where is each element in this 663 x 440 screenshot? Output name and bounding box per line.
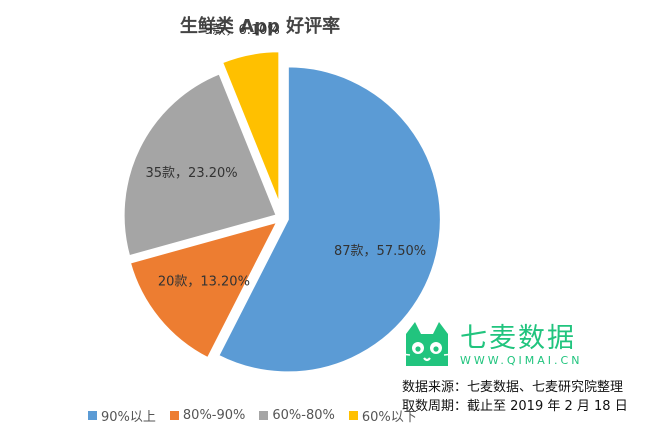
legend-label: 80%-90%	[182, 408, 246, 423]
pie-slice	[122, 72, 278, 258]
period-line: 取数周期：截止至 2019 年 2 月 18 日	[402, 399, 628, 414]
legend-swatch	[169, 411, 179, 420]
slice-data-label: 35款，23.20%	[146, 166, 238, 181]
logo-url: WWW.QIMAI.CN	[460, 353, 583, 367]
legend-swatch	[88, 411, 97, 420]
legend-label: 60%以下	[361, 410, 417, 425]
slice-data-label: 20款，13.20%	[158, 274, 250, 289]
qimai-logo: 七麦数据 WWW.QIMAI.CN	[400, 320, 582, 370]
pie-slice	[220, 50, 281, 205]
legend-label: 90%以上	[101, 410, 156, 425]
legend-label: 60%-80%	[272, 408, 335, 423]
logo-name: 七麦数据	[460, 322, 576, 354]
legend-swatch	[259, 411, 269, 420]
legend-item-60-below: 60%以下	[348, 406, 417, 425]
legend-item-80-90: 80%-90%	[169, 406, 246, 425]
source-note: 数据来源：七麦数据、七麦研究院整理 取数周期：截止至 2019 年 2 月 18…	[402, 378, 628, 416]
chart-title: 生鲜类 App 好评率	[179, 16, 341, 37]
legend: 90%以上 80%-90% 60%-80% 60%以下	[88, 406, 417, 425]
pie-slice	[128, 220, 280, 360]
legend-item-90-above: 90%以上	[88, 406, 156, 425]
legend-item-60-80: 60%-80%	[259, 406, 335, 425]
slice-data-label: 87款，57.50%	[334, 244, 426, 259]
cat-icon	[400, 322, 454, 366]
source-line: 数据来源：七麦数据、七麦研究院整理	[402, 380, 624, 395]
pie-slice	[217, 65, 442, 374]
slice-data-label: 9款，6.10%	[204, 23, 280, 38]
legend-swatch	[348, 411, 358, 420]
